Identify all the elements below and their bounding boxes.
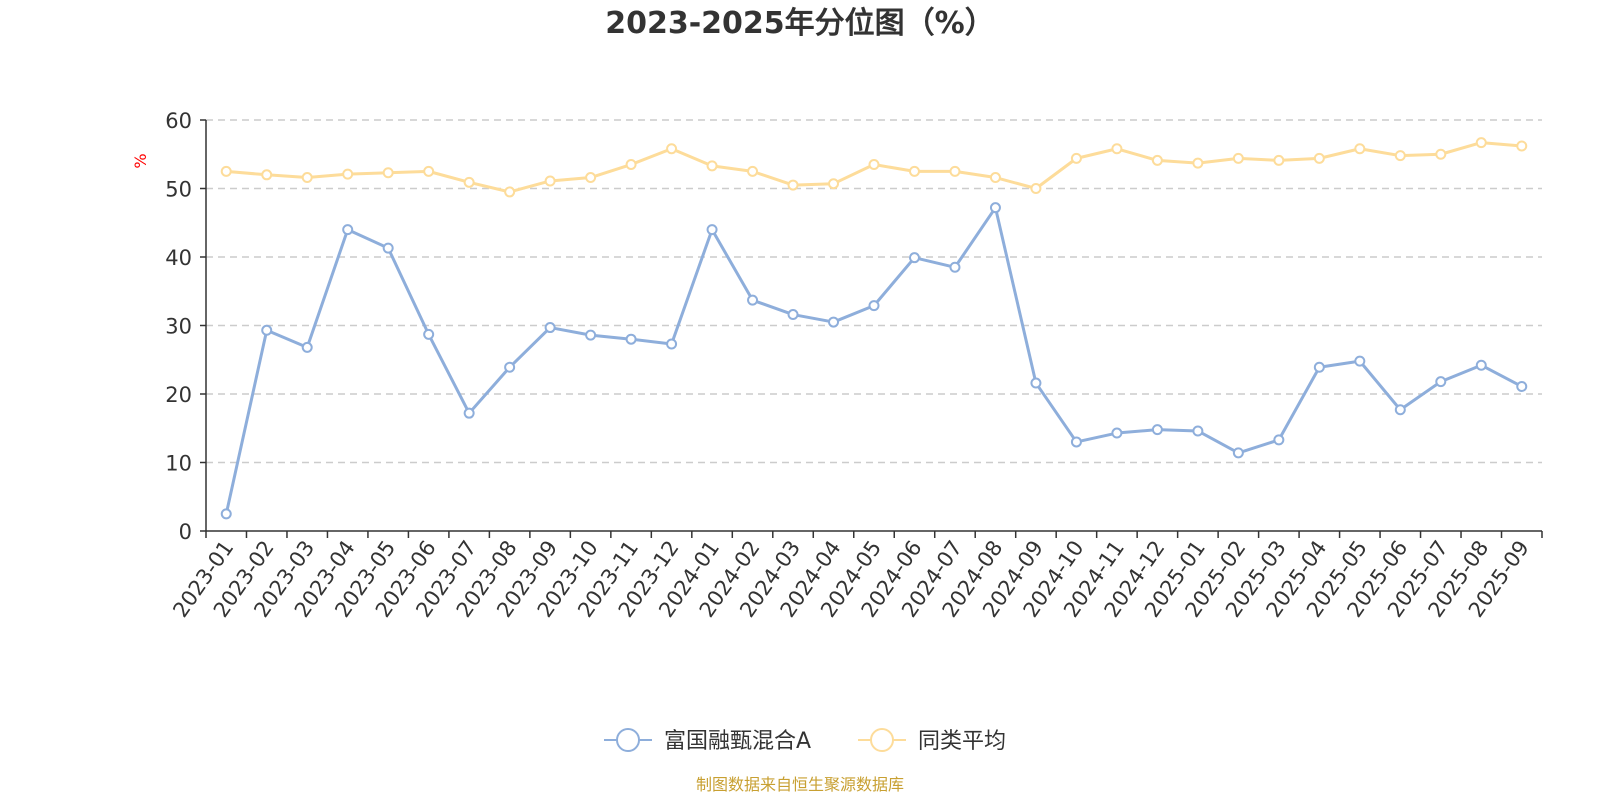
data-point-series-2 bbox=[585, 172, 597, 184]
data-point-series-1 bbox=[585, 329, 597, 341]
data-point-series-2 bbox=[706, 160, 718, 172]
legend-label-1: 富国融甄混合A bbox=[664, 729, 811, 754]
data-point-series-2 bbox=[463, 176, 475, 188]
data-point-series-2 bbox=[544, 175, 556, 187]
data-point-series-2 bbox=[949, 165, 961, 177]
data-point-series-1 bbox=[1435, 376, 1447, 388]
data-point-series-2 bbox=[1192, 157, 1204, 169]
data-point-series-2 bbox=[1111, 143, 1123, 155]
legend-label-2: 同类平均 bbox=[918, 729, 1006, 754]
data-point-series-1 bbox=[382, 242, 394, 254]
data-point-series-2 bbox=[666, 143, 678, 155]
data-point-series-1 bbox=[989, 202, 1001, 214]
data-point-series-2 bbox=[1313, 152, 1325, 164]
data-point-series-2 bbox=[828, 178, 840, 190]
data-point-series-1 bbox=[787, 309, 799, 321]
data-point-series-1 bbox=[908, 252, 920, 264]
data-source-note: 制图数据来自恒生聚源数据库 bbox=[696, 775, 904, 794]
series-layer bbox=[220, 137, 1528, 520]
data-point-series-2 bbox=[908, 165, 920, 177]
data-point-series-2 bbox=[868, 159, 880, 171]
data-point-series-1 bbox=[301, 341, 313, 353]
data-point-series-2 bbox=[1151, 154, 1163, 166]
data-point-series-2 bbox=[382, 167, 394, 179]
y-axis-unit: % bbox=[131, 153, 150, 168]
y-tick-label: 30 bbox=[165, 315, 192, 339]
data-point-series-1 bbox=[1273, 434, 1285, 446]
data-point-series-1 bbox=[1313, 361, 1325, 373]
grid-lines bbox=[206, 119, 1542, 464]
data-point-series-1 bbox=[949, 261, 961, 273]
data-point-series-1 bbox=[1111, 427, 1123, 439]
data-point-series-1 bbox=[828, 316, 840, 328]
data-point-series-1 bbox=[1192, 425, 1204, 437]
data-point-series-1 bbox=[747, 294, 759, 306]
data-point-series-1 bbox=[463, 407, 475, 419]
data-point-series-2 bbox=[1232, 152, 1244, 164]
legend-marker-2 bbox=[870, 728, 894, 752]
data-point-series-1 bbox=[544, 322, 556, 334]
data-point-series-1 bbox=[1516, 380, 1528, 392]
data-point-series-1 bbox=[1030, 377, 1042, 389]
data-point-series-1 bbox=[1151, 424, 1163, 436]
data-point-series-1 bbox=[868, 300, 880, 312]
data-point-series-2 bbox=[1516, 140, 1528, 152]
data-point-series-1 bbox=[706, 224, 718, 236]
data-point-series-2 bbox=[787, 179, 799, 191]
data-point-series-1 bbox=[423, 328, 435, 340]
data-point-series-2 bbox=[301, 172, 313, 184]
y-tick-label: 40 bbox=[165, 246, 192, 270]
y-tick-label: 60 bbox=[165, 109, 192, 133]
legend: 富国融甄混合A 同类平均 bbox=[604, 728, 1006, 754]
x-axis: 2023-012023-022023-032023-042023-052023-… bbox=[168, 530, 1543, 622]
y-axis: 0 10 20 30 40 50 60 bbox=[165, 109, 207, 544]
data-point-series-1 bbox=[1232, 447, 1244, 459]
data-point-series-2 bbox=[1030, 183, 1042, 194]
chart-title: 2023-2025年分位图（%） bbox=[605, 6, 995, 41]
data-point-series-1 bbox=[342, 224, 354, 236]
data-point-series-2 bbox=[625, 159, 637, 171]
data-point-series-1 bbox=[504, 361, 516, 373]
y-tick-label: 10 bbox=[165, 452, 192, 476]
data-point-series-1 bbox=[1475, 359, 1487, 371]
data-point-series-1 bbox=[625, 333, 637, 345]
data-point-series-2 bbox=[1435, 148, 1447, 160]
data-point-series-2 bbox=[1394, 150, 1406, 162]
data-point-series-1 bbox=[1354, 355, 1366, 367]
data-point-series-2 bbox=[747, 165, 759, 177]
data-point-series-1 bbox=[261, 324, 273, 336]
data-point-series-2 bbox=[1475, 137, 1487, 149]
data-point-series-2 bbox=[261, 169, 273, 181]
data-point-series-2 bbox=[1354, 143, 1366, 155]
data-point-series-2 bbox=[423, 165, 435, 177]
data-point-series-2 bbox=[1070, 152, 1082, 164]
data-point-series-2 bbox=[1273, 154, 1285, 166]
y-tick-label: 0 bbox=[179, 520, 192, 544]
data-point-series-1 bbox=[1394, 404, 1406, 416]
legend-marker-1 bbox=[616, 728, 640, 752]
data-point-series-2 bbox=[342, 168, 354, 180]
data-point-series-2 bbox=[989, 172, 1001, 184]
y-tick-label: 20 bbox=[165, 383, 192, 407]
data-point-series-1 bbox=[1070, 436, 1082, 448]
y-tick-label: 50 bbox=[165, 178, 192, 202]
data-point-series-1 bbox=[666, 338, 678, 350]
data-point-series-2 bbox=[220, 165, 232, 177]
data-point-series-1 bbox=[220, 508, 232, 520]
data-point-series-2 bbox=[504, 186, 516, 198]
series-line-1 bbox=[224, 206, 1523, 515]
